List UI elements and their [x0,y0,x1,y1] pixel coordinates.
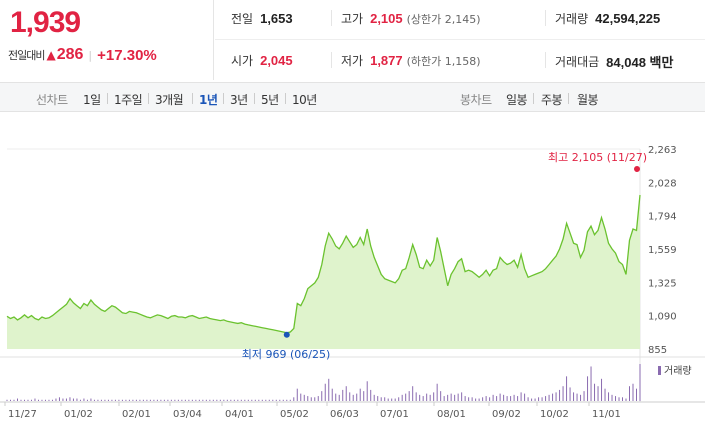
price-stats: 전일 1,653 시가 2,045 고가 2,105 (상한가 2,145) 저… [215,0,705,80]
x-tick-label: 08/01 [437,409,466,420]
stat-lower-limit: (하한가 1,158) [406,54,481,68]
x-tick-label: 03/04 [173,409,202,420]
x-tick-label: 02/01 [122,409,151,420]
y-tick-label: 1,794 [648,212,677,223]
stat-label: 거래량 [555,12,589,26]
stat-value: 42,594,225 [595,11,661,26]
min-point [283,331,290,338]
divider [331,52,332,68]
x-tick-label: 05/02 [280,409,309,420]
x-tick-label: 11/27 [8,409,37,420]
stat-value: 2,105 [370,11,403,26]
period-3m[interactable]: 3개월 [155,93,184,107]
period-1y[interactable]: 1년 [199,93,218,107]
stats-divider [215,39,705,40]
stat-label: 저가 [341,54,364,68]
change-value: 286 [56,46,84,63]
chart-toolbar: 선차트 1일 1주일 3개월 1년 3년 5년 10년 봉차트 일봉 주봉 월봉 [0,82,705,112]
x-tick-label: 04/01 [225,409,254,420]
stat-low: 저가 1,877 (하한가 1,158) [341,52,481,69]
y-tick-label: 1,325 [648,278,677,289]
stat-label: 고가 [341,12,364,26]
divider [148,93,149,104]
candle-monthly[interactable]: 월봉 [577,93,599,107]
candle-chart-label: 봉차트 [460,93,492,107]
divider [223,93,224,104]
y-tick-label: 1,090 [648,312,677,323]
stat-open: 시가 2,045 [231,52,293,69]
candle-weekly[interactable]: 주봉 [541,93,563,107]
price-line [6,194,641,334]
divider [568,93,569,104]
divider [192,93,193,104]
change-label: 전일대비 [8,49,45,62]
x-tick-label: 07/01 [380,409,409,420]
y-tick-label: 1,559 [648,245,677,256]
period-3y[interactable]: 3년 [230,93,248,107]
price-summary: 1,939 전일대비 ▲ 286 | +17.30% [0,0,214,80]
period-5y[interactable]: 5년 [261,93,279,107]
current-price: 1,939 [10,6,81,39]
stat-label: 전일 [231,12,254,26]
price-chart: 2,263 2,028 1,794 1,559 1,325 1,090 855 최저 969 … [0,112,705,427]
change-row: 전일대비 ▲ 286 | +17.30% [8,46,157,64]
min-annotation: 최저 969 (06/25) [242,348,331,361]
volume-legend-swatch [658,366,661,375]
change-separator: | [88,48,93,62]
stat-label: 시가 [231,54,254,68]
period-10y[interactable]: 10년 [292,93,317,107]
stat-upper-limit: (상한가 2,145) [406,12,481,26]
volume-label: 거래량 [664,365,692,377]
max-point [634,166,640,172]
stat-value: 84,048 백만 [606,55,674,70]
divider [254,93,255,104]
period-1w[interactable]: 1주일 [114,93,143,107]
stat-label: 거래대금 [555,55,600,69]
y-tick-label: 855 [648,345,667,356]
y-tick-label: 2,028 [648,178,677,189]
stat-value: 2,045 [260,53,293,68]
stat-amount: 거래대금 84,048 백만 [555,52,673,71]
price-chart-svg: 2,263 2,028 1,794 1,559 1,325 1,090 855 최저 969 … [0,145,705,420]
price-area [7,195,640,349]
change-rate: +17.30% [97,46,157,64]
stat-prev-close: 전일 1,653 [231,10,293,27]
divider [545,10,546,26]
stat-value: 1,653 [260,11,293,26]
candle-daily[interactable]: 일봉 [506,93,528,107]
divider [285,93,286,104]
x-tick-label: 11/01 [592,409,621,420]
divider [533,93,534,104]
x-tick-label: 06/03 [330,409,359,420]
divider [545,52,546,68]
x-tick-label: 10/02 [540,409,569,420]
x-tick-label: 01/02 [64,409,93,420]
period-1d[interactable]: 1일 [83,93,101,107]
x-tick-label: 09/02 [492,409,521,420]
divider [331,10,332,26]
y-tick-label: 2,263 [648,145,677,156]
divider [107,93,108,104]
stat-high: 고가 2,105 (상한가 2,145) [341,10,481,27]
up-arrow-icon: ▲ [46,48,56,62]
max-annotation: 최고 2,105 (11/27) [548,151,647,164]
stat-volume: 거래량 42,594,225 [555,10,660,27]
line-chart-label: 선차트 [36,93,68,107]
stat-value: 1,877 [370,53,403,68]
